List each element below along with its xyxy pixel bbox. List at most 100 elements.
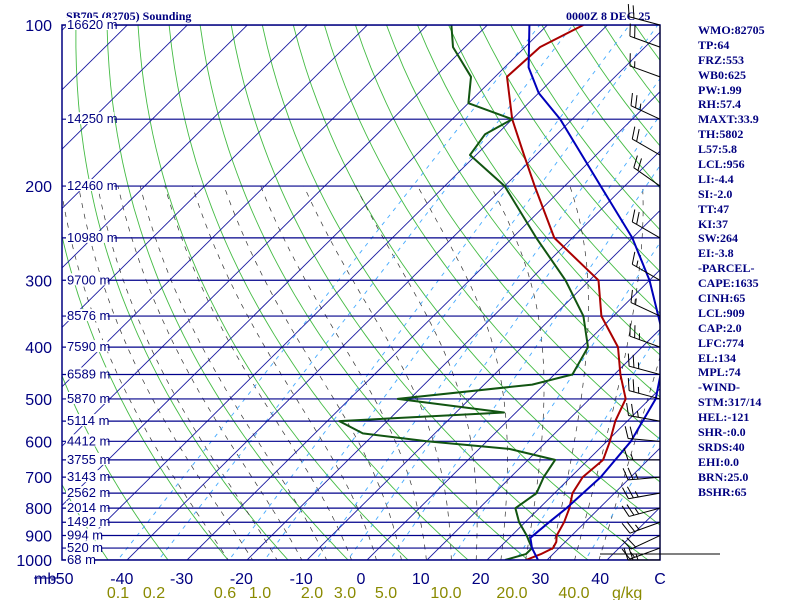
pressure-tick-label: 900 — [25, 529, 52, 546]
index-item: TH:5802 — [698, 127, 744, 142]
index-item: BRN:25.0 — [698, 469, 749, 484]
moist-adiabat — [355, 185, 478, 560]
index-item: MAXT:33.9 — [698, 112, 759, 127]
height-label: 3755 m — [67, 452, 110, 467]
index-item: MPL:74 — [698, 365, 741, 380]
plot-area — [62, 25, 800, 571]
dry-adiabat — [323, 25, 660, 483]
mixing-ratio-unit: g/kg — [612, 585, 642, 600]
mixing-ratio-label: 2.0 — [301, 585, 323, 600]
pressure-unit-label: mb — [34, 571, 56, 588]
mixing-ratio-label: 0.6 — [214, 585, 236, 600]
isotherm — [62, 25, 308, 269]
height-label-bg — [66, 273, 108, 286]
dry-adiabat — [62, 374, 169, 560]
isotherm — [306, 209, 660, 560]
dry-adiabat — [199, 25, 529, 560]
height-label: 7590 m — [67, 339, 110, 354]
index-item: HEL:-121 — [698, 410, 750, 425]
dry-adiabat — [62, 234, 229, 560]
wind-barb-full — [626, 521, 636, 532]
wind-barb-half — [635, 524, 640, 531]
wind-barb-half — [630, 453, 634, 461]
dry-adiabat — [106, 25, 349, 560]
plot-frame — [61, 24, 661, 561]
height-label: 14250 m — [67, 111, 118, 126]
index-item: CAPE:1635 — [698, 276, 759, 291]
mixing-ratio-line — [389, 164, 660, 560]
height-label-bg — [66, 367, 108, 380]
height-label: 3143 m — [67, 469, 110, 484]
index-item: RH:57.4 — [698, 97, 741, 112]
dry-adiabat — [261, 25, 649, 560]
isotherm — [486, 388, 660, 560]
temperature-tick-label: 10 — [412, 571, 430, 588]
wind-barb-full — [626, 402, 629, 416]
wind-barb-half — [634, 508, 640, 515]
wind-barb-staff — [629, 521, 661, 534]
height-label: 520 m — [67, 540, 103, 555]
temperature-tick-label: 0 — [357, 571, 366, 588]
index-item: CAP:2.0 — [698, 320, 742, 335]
index-item: SI:-2.0 — [698, 186, 733, 201]
moist-adiabat — [549, 185, 589, 560]
moist-adiabat — [139, 186, 327, 560]
index-item: LCL:909 — [698, 305, 745, 320]
wind-barb-full — [627, 467, 634, 480]
temperature-line — [506, 25, 627, 560]
dewpoint-line — [338, 25, 589, 560]
wind-barb-full — [626, 537, 636, 548]
dry-adiabat — [354, 25, 660, 440]
moist-adiabat — [574, 186, 644, 560]
height-label-bg — [66, 486, 108, 499]
dry-adiabat — [759, 25, 800, 571]
moist-adiabat — [490, 185, 545, 560]
wind-barb-full — [621, 522, 631, 534]
mixing-ratio-label: 3.0 — [334, 585, 356, 600]
isotherm — [62, 25, 368, 328]
height-label: 68 m — [67, 552, 96, 567]
mixing-ratio-line — [347, 114, 660, 560]
mixing-ratio-label: 10.0 — [430, 585, 461, 600]
height-label-bg — [66, 452, 108, 465]
dry-adiabat — [75, 25, 289, 560]
dry-adiabat — [448, 25, 660, 314]
mixing-ratio-line — [584, 434, 660, 560]
mixing-ratio-label: 20.0 — [496, 585, 527, 600]
index-item: FRZ:553 — [698, 52, 744, 67]
pressure-tick-label: 700 — [25, 470, 52, 487]
moist-adiabat — [117, 186, 303, 560]
wind-barb-full — [632, 354, 635, 368]
wind-barb-half — [639, 103, 642, 110]
temperature-tick-label: 20 — [472, 571, 490, 588]
height-label: 16620 m — [67, 17, 118, 32]
wind-barb-half — [634, 491, 639, 498]
dry-adiabat — [417, 25, 660, 356]
height-label-bg — [66, 434, 108, 447]
temperature-tick-label: -50 — [50, 571, 73, 588]
index-item: KI:37 — [698, 216, 728, 231]
temperature-tick-label: 40 — [591, 571, 609, 588]
height-label: 5114 m — [67, 413, 109, 428]
moist-adiabat — [223, 185, 402, 560]
pressure-tick-label: 800 — [25, 501, 52, 518]
wind-barb-full — [627, 378, 630, 391]
wind-barb-staff — [632, 221, 661, 239]
wind-barb-full — [631, 209, 636, 222]
index-item: L57:5.8 — [698, 142, 737, 157]
height-label-bg — [66, 309, 108, 322]
isotherm — [186, 91, 660, 560]
wind-barb-full — [626, 486, 634, 499]
wind-barb-staff — [632, 138, 661, 156]
wind-barb-staff — [629, 65, 661, 78]
temperature-tick-label: -30 — [170, 571, 193, 588]
height-label-bg — [66, 112, 115, 125]
pressure-tick-label: 1000 — [16, 553, 52, 570]
wind-barb-staff — [628, 476, 661, 481]
isotherm — [62, 25, 248, 210]
wind-barb-full — [624, 426, 629, 439]
wind-barb-full — [631, 403, 634, 417]
wind-barb-staff — [628, 365, 661, 375]
wind-barb-staff — [628, 438, 661, 442]
